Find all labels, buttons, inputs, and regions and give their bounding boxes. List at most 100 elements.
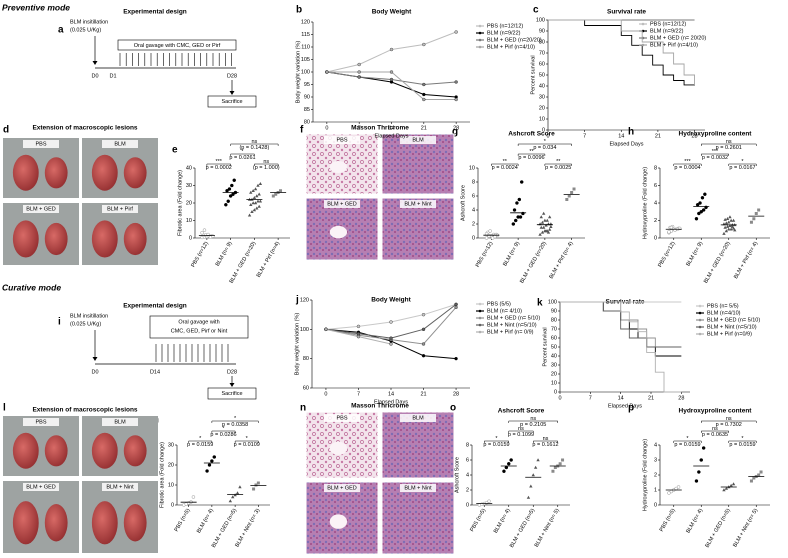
- point: [544, 229, 548, 233]
- bracket: [544, 163, 572, 166]
- point: [728, 223, 732, 227]
- point: [202, 228, 207, 232]
- point: [255, 194, 259, 198]
- significance: *: [495, 436, 498, 442]
- point: [697, 211, 701, 216]
- p-value: p = 0.0159: [674, 442, 700, 448]
- point: [724, 221, 729, 225]
- point: [258, 181, 263, 185]
- y-tick-label: 2: [654, 218, 657, 224]
- p-value: p = 0.0032: [702, 155, 728, 161]
- panel-label: n: [300, 403, 306, 414]
- y-tick-label: 100: [300, 327, 309, 333]
- point: [422, 97, 426, 102]
- x-tick-label: 21: [655, 133, 661, 139]
- bracket: [673, 163, 702, 166]
- treatment-box: [149, 315, 249, 339]
- arrowhead: [229, 91, 235, 95]
- point: [230, 183, 234, 188]
- x-tick-label: 21: [648, 395, 654, 401]
- y-tick-label: 0: [472, 235, 475, 241]
- x-tick-label: 28: [678, 395, 684, 401]
- point: [389, 342, 393, 346]
- photo-label: BLM + Nint: [106, 485, 134, 491]
- day: D28: [227, 369, 237, 375]
- point: [754, 212, 758, 215]
- y-tick-label: 20: [539, 105, 545, 111]
- bracket: [491, 163, 519, 166]
- point: [730, 224, 735, 228]
- y-tick-label: 10: [168, 482, 174, 488]
- legend-label: BLM (n= 4/10): [487, 308, 522, 314]
- lung: [91, 432, 118, 469]
- x-tick-label: PBS (n=12): [475, 241, 495, 269]
- point: [191, 495, 196, 499]
- x-tick-label: BLM + GED (n=20): [519, 241, 548, 285]
- bracket: [206, 163, 231, 166]
- y-tick-label: 60: [551, 335, 557, 341]
- y-tick-label: 90: [539, 28, 545, 34]
- legend-label: BLM + GED (n= 5/10): [487, 315, 540, 321]
- point: [731, 226, 736, 230]
- gavage-ticks: [119, 53, 232, 66]
- point: [357, 75, 361, 79]
- dose: (0.025 U/Kg): [70, 27, 101, 33]
- x-axis-label: Elapsed Days: [608, 403, 642, 409]
- point: [389, 336, 393, 340]
- y-tick-label: 80: [539, 39, 545, 45]
- lung: [123, 157, 147, 189]
- significance: ***: [216, 159, 223, 165]
- treatment: CMC, GED, Pirf or Nint: [171, 328, 228, 334]
- x-tick-label: BLM (n= 9): [685, 241, 704, 268]
- y-tick-label: 40: [551, 353, 557, 359]
- x-tick-label: PBS (n=5): [659, 508, 677, 533]
- point: [249, 202, 253, 206]
- end: Sacrifice: [221, 391, 242, 397]
- point: [547, 227, 552, 231]
- x-tick-label: 28: [453, 391, 459, 397]
- point: [252, 208, 257, 212]
- label-bg: [23, 140, 59, 148]
- bracket: [517, 143, 572, 146]
- p-value: (p = 1.000): [253, 165, 280, 171]
- x-tick-label: 21: [420, 391, 426, 397]
- label-bg: [400, 484, 436, 492]
- point: [231, 495, 235, 499]
- y-tick-label: 30: [186, 183, 192, 189]
- x-tick-label: BLM + Nint (n= 3): [234, 508, 261, 549]
- significance: *: [741, 159, 744, 165]
- y-tick-label: 100: [548, 299, 557, 305]
- y-axis-label: Fibrotic area (Fold change): [159, 442, 165, 508]
- photo-label: PBS: [35, 420, 46, 426]
- significance: ns: [726, 416, 732, 422]
- point: [454, 305, 458, 309]
- y-tick-label: 6: [466, 457, 469, 463]
- point: [725, 216, 730, 220]
- y-tick-label: 6: [654, 183, 657, 189]
- y-tick-label: 80: [551, 317, 557, 323]
- x-tick-label: 0: [324, 391, 327, 397]
- bracket: [533, 440, 558, 443]
- photo-label: BLM: [412, 138, 424, 144]
- y-tick-label: 8: [654, 165, 657, 171]
- design-i: Experimental design BLM insitillation (0…: [70, 303, 257, 400]
- point: [226, 199, 230, 203]
- x-tick-label: 0: [546, 133, 549, 139]
- point: [749, 479, 753, 483]
- y-tick-label: 95: [304, 82, 310, 88]
- legend-marker: [478, 45, 482, 49]
- point: [723, 217, 727, 221]
- point: [728, 215, 732, 219]
- x-tick-label: BLM (n= 9): [215, 241, 234, 268]
- p-value: p = 0.0635: [702, 432, 728, 438]
- point: [519, 180, 524, 184]
- point: [531, 473, 535, 477]
- y-tick-label: 0: [466, 502, 469, 508]
- y-tick-label: 20: [551, 371, 557, 377]
- point: [669, 225, 674, 230]
- lung: [123, 222, 147, 256]
- photo-label: BLM + GED: [26, 485, 56, 491]
- point: [421, 342, 426, 346]
